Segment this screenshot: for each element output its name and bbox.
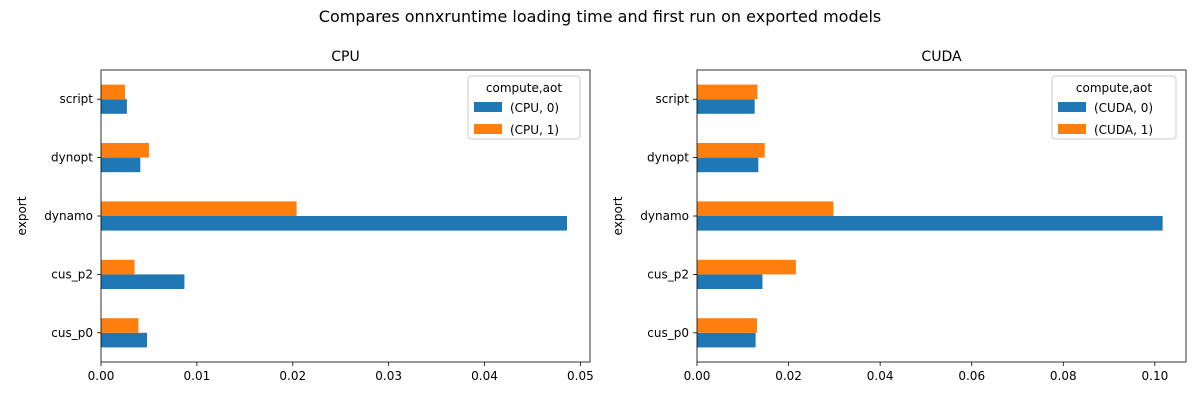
y-tick-label: cus_p0 — [51, 326, 93, 340]
chart-title: CUDA — [921, 49, 962, 65]
x-tick-label: 0.01 — [184, 369, 211, 383]
bar-(CPU, 0)-cus_p0 — [101, 332, 148, 348]
legend-swatch — [474, 102, 502, 112]
y-tick-label: dynamo — [44, 209, 93, 223]
bar-(CUDA, 0)-cus_p0 — [697, 332, 756, 348]
x-tick-label: 0.06 — [958, 369, 985, 383]
legend-box — [1051, 75, 1177, 140]
y-axis-label: export — [15, 196, 29, 235]
y-tick-label: script — [60, 92, 94, 106]
bar-(CPU, 1)-cus_p0 — [101, 318, 139, 333]
x-tick-label: 0.00 — [684, 369, 711, 383]
x-tick-label: 0.10 — [1142, 369, 1169, 383]
legend-box — [467, 75, 581, 140]
bar-(CUDA, 1)-dynamo — [697, 201, 834, 216]
x-tick-label: 0.08 — [1050, 369, 1077, 383]
bar-(CPU, 1)-script — [101, 84, 125, 100]
legend-title: compute,aot — [1076, 81, 1152, 95]
bar-(CPU, 0)-dynopt — [101, 157, 141, 173]
x-tick-label: 0.00 — [88, 369, 115, 383]
legend-swatch — [1058, 124, 1086, 134]
figure-suptitle: Compares onnxruntime loading time and fi… — [319, 7, 881, 26]
bar-(CUDA, 0)-dynopt — [697, 157, 759, 173]
legend-swatch — [474, 124, 502, 134]
bar-(CUDA, 1)-cus_p0 — [697, 318, 757, 333]
bar-(CUDA, 1)-script — [697, 84, 758, 100]
x-tick-label: 0.03 — [375, 369, 402, 383]
legend-title: compute,aot — [486, 81, 562, 95]
x-tick-label: 0.05 — [567, 369, 594, 383]
legend-label: (CPU, 1) — [510, 123, 559, 137]
bar-(CPU, 0)-cus_p2 — [101, 274, 185, 289]
legend-label: (CUDA, 0) — [1094, 101, 1153, 115]
legend-label: (CUDA, 1) — [1094, 123, 1153, 137]
x-tick-label: 0.04 — [471, 369, 498, 383]
y-tick-label: script — [656, 92, 690, 106]
chart-title: CPU — [331, 49, 359, 65]
bar-(CUDA, 0)-cus_p2 — [697, 274, 763, 289]
x-tick-label: 0.02 — [279, 369, 306, 383]
bar-(CPU, 1)-dynamo — [101, 201, 297, 216]
y-tick-label: cus_p2 — [51, 267, 93, 281]
bar-(CUDA, 1)-dynopt — [697, 143, 765, 158]
bar-(CPU, 1)-cus_p2 — [101, 259, 135, 275]
x-tick-label: 0.02 — [775, 369, 802, 383]
x-tick-label: 0.04 — [867, 369, 894, 383]
bar-(CPU, 0)-dynamo — [101, 216, 567, 231]
bar-(CUDA, 0)-script — [697, 99, 755, 114]
legend-swatch — [1058, 102, 1086, 112]
y-axis-label: export — [611, 196, 625, 235]
bar-(CUDA, 0)-dynamo — [697, 216, 1163, 231]
panel-cpu: CPU 0.00 0.01 0.02 0.03 0.04 0.05 cus_p0 cus_p2 d… — [15, 49, 594, 383]
bar-(CPU, 0)-script — [101, 99, 127, 114]
bar-(CUDA, 1)-cus_p2 — [697, 259, 796, 275]
y-tick-label: dynopt — [51, 151, 93, 165]
y-tick-label: cus_p0 — [647, 326, 689, 340]
y-tick-label: cus_p2 — [647, 267, 689, 281]
legend-label: (CPU, 0) — [510, 101, 559, 115]
y-tick-label: dynopt — [647, 151, 689, 165]
y-tick-label: dynamo — [640, 209, 689, 223]
bar-(CPU, 1)-dynopt — [101, 143, 149, 158]
panel-cuda: CUDA 0.00 0.02 0.04 0.06 0.08 0.10 cus_p0 cus_p2… — [611, 49, 1187, 383]
